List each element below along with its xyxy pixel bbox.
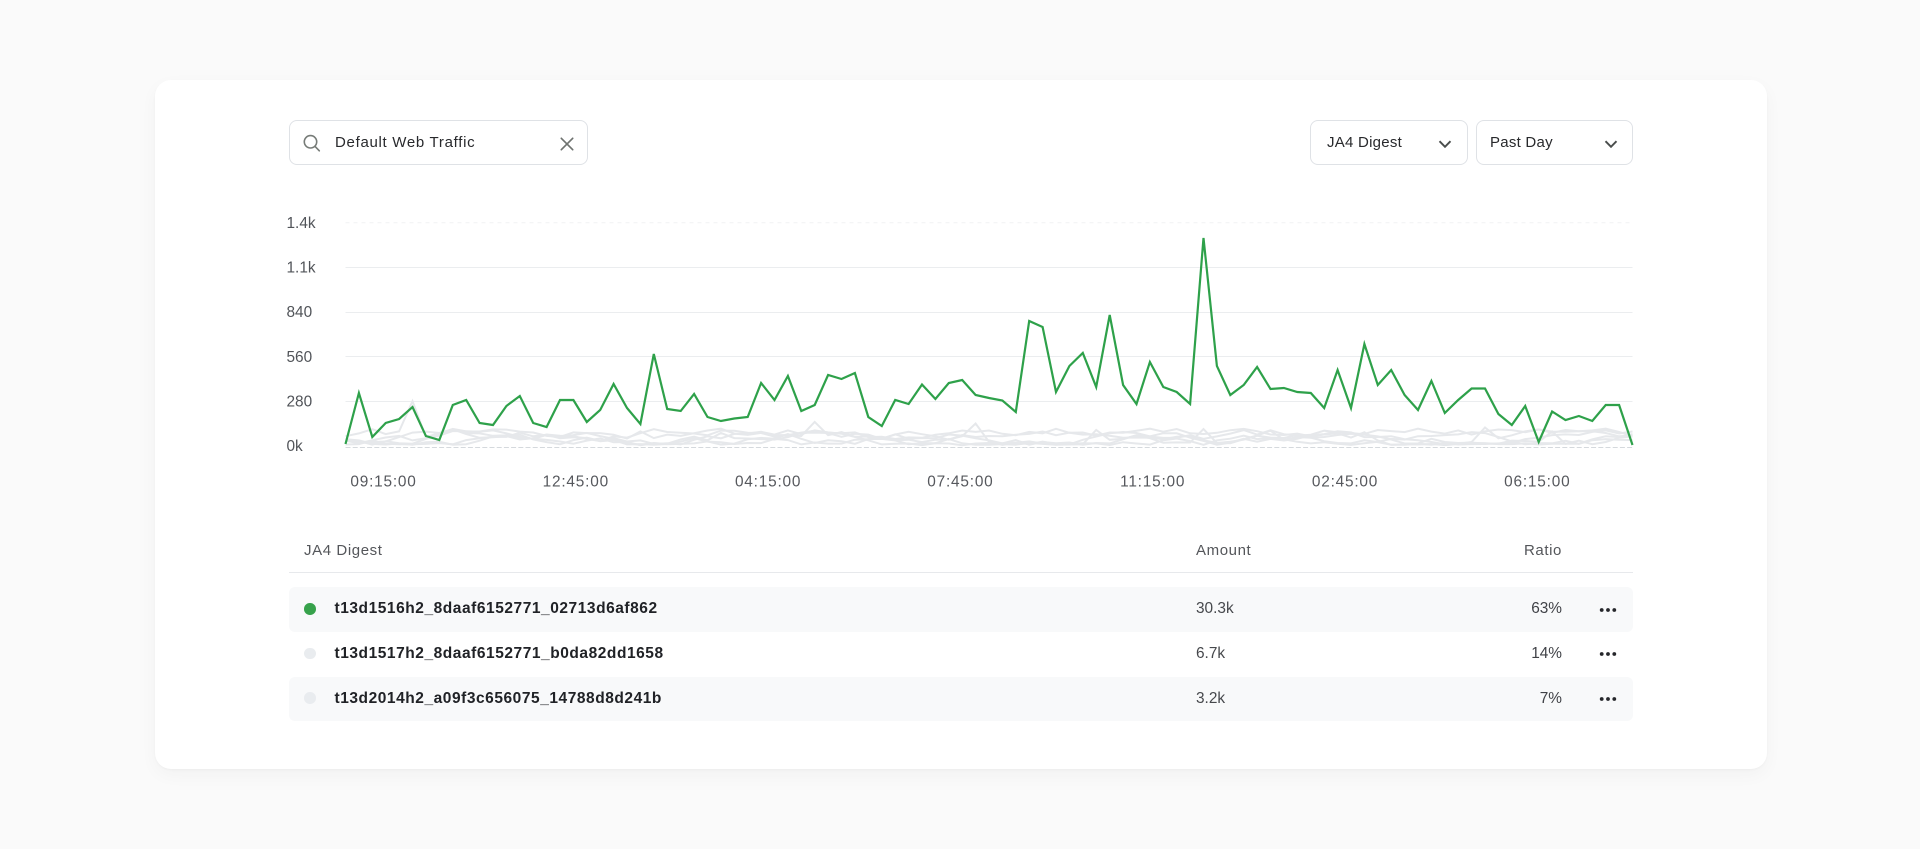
svg-text:06:15:00: 06:15:00: [1504, 474, 1570, 491]
svg-text:840: 840: [287, 304, 313, 321]
svg-text:0k: 0k: [287, 438, 304, 455]
svg-text:02:45:00: 02:45:00: [1312, 474, 1378, 491]
svg-text:09:15:00: 09:15:00: [350, 474, 416, 491]
svg-text:1.4k: 1.4k: [287, 215, 316, 232]
svg-text:280: 280: [287, 393, 313, 410]
svg-text:07:45:00: 07:45:00: [927, 474, 993, 491]
svg-text:560: 560: [287, 349, 313, 366]
svg-text:12:45:00: 12:45:00: [543, 474, 609, 491]
svg-text:1.1k: 1.1k: [287, 260, 316, 277]
svg-text:11:15:00: 11:15:00: [1120, 474, 1185, 491]
svg-text:04:15:00: 04:15:00: [735, 474, 801, 491]
